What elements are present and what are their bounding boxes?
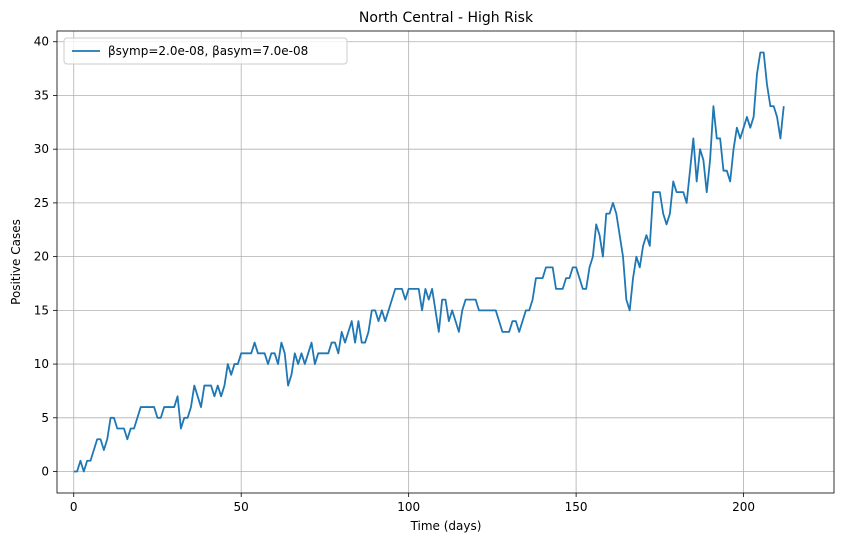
- x-axis-label: Time (days): [410, 519, 482, 533]
- y-axis-label: Positive Cases: [9, 219, 23, 305]
- x-tick-label: 200: [732, 500, 755, 514]
- y-tick-label: 35: [34, 88, 49, 102]
- y-tick-label: 40: [34, 35, 49, 49]
- plot-area-frame: [56, 30, 835, 494]
- chart-title: North Central - High Risk: [359, 10, 534, 26]
- y-tick-label: 0: [41, 465, 49, 479]
- axis-ticks: 0 50 100 150 200 0 5 10 15 20 25 30 35 40: [34, 35, 755, 514]
- y-tick-label: 15: [34, 303, 49, 317]
- x-tick-label: 0: [70, 500, 78, 514]
- y-tick-label: 25: [34, 196, 49, 210]
- x-tick-label: 50: [234, 500, 249, 514]
- y-tick-label: 30: [34, 142, 49, 156]
- legend: βsymp=2.0e-08, βasym=7.0e-08: [63, 37, 348, 65]
- y-tick-label: 20: [34, 250, 49, 264]
- series-line-0: [73, 51, 785, 473]
- legend-box: [63, 37, 348, 65]
- x-tick-label: 100: [397, 500, 420, 514]
- x-tick-label: 150: [565, 500, 588, 514]
- legend-label: βsymp=2.0e-08, βasym=7.0e-08: [108, 44, 308, 58]
- grid-lines: [57, 31, 834, 493]
- y-tick-label: 5: [41, 411, 49, 425]
- y-tick-label: 10: [34, 357, 49, 371]
- series-layer: [73, 51, 785, 473]
